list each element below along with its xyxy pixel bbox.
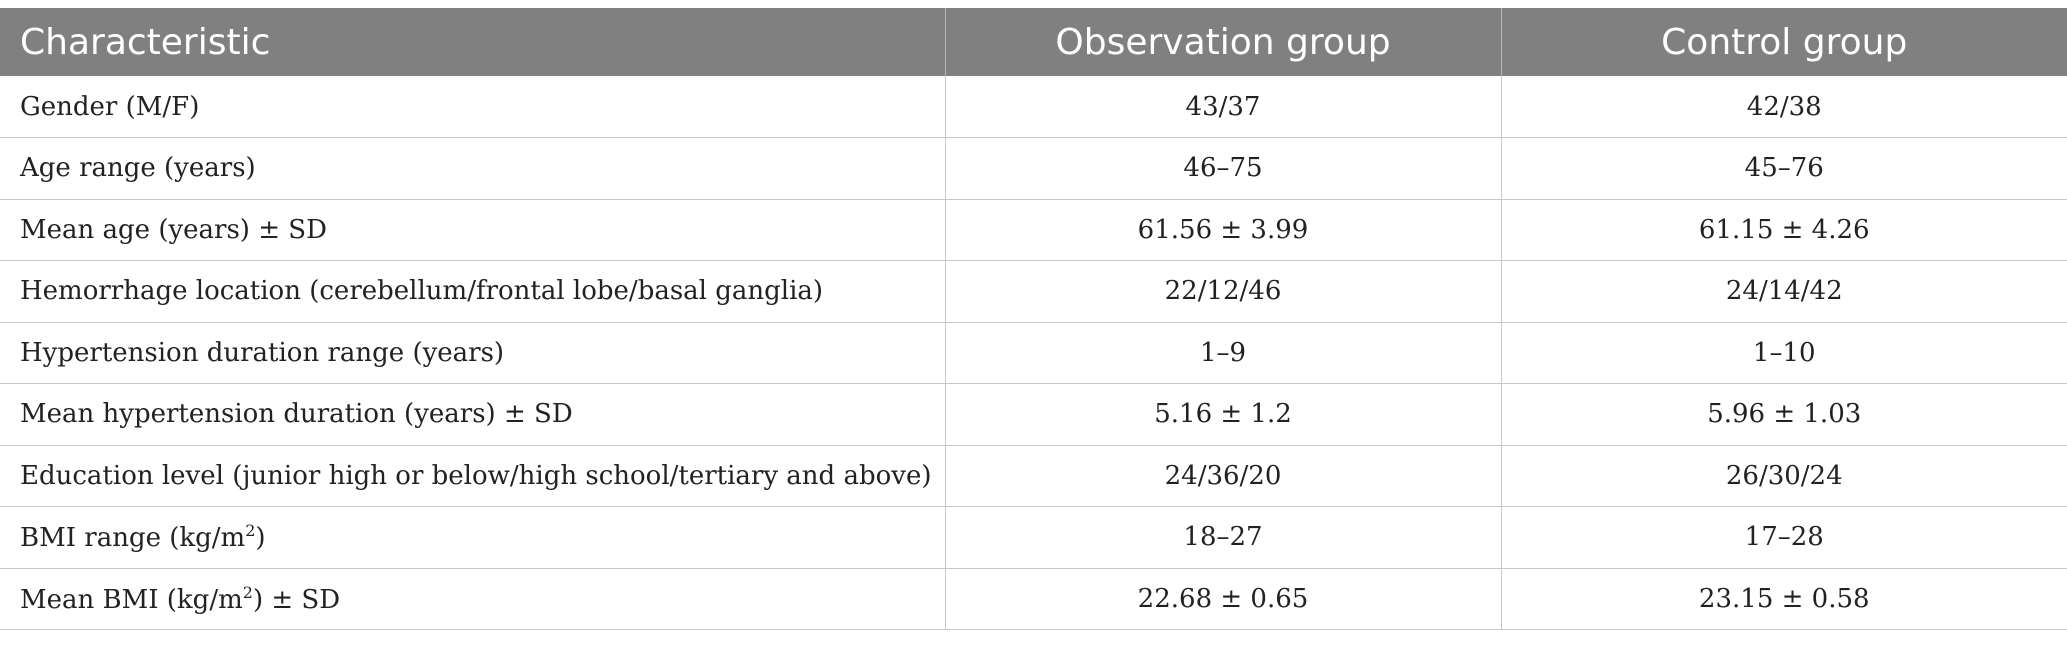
header-row: Characteristic Observation group Control… (0, 8, 2067, 76)
row-label: Education level (junior high or below/hi… (0, 445, 946, 507)
row-label: Hypertension duration range (years) (0, 322, 946, 384)
control-value: 61.15 ± 4.26 (1501, 199, 2067, 261)
header-characteristic: Characteristic (0, 8, 946, 76)
header-observation-group: Observation group (945, 8, 1502, 76)
observation-value: 5.16 ± 1.2 (945, 383, 1502, 446)
table-row: Mean hypertension duration (years) ± SD … (0, 383, 2067, 446)
observation-value: 61.56 ± 3.99 (945, 199, 1502, 261)
observation-value: 22.68 ± 0.65 (945, 568, 1502, 630)
table-row: Mean BMI (kg/m2) ± SD 22.68 ± 0.65 23.15… (0, 568, 2067, 630)
observation-value: 43/37 (945, 76, 1502, 138)
row-label-text-end: ) ± SD (252, 584, 341, 615)
table-row: Hypertension duration range (years) 1–9 … (0, 322, 2067, 384)
observation-value: 1–9 (945, 322, 1502, 384)
control-value: 23.15 ± 0.58 (1501, 568, 2067, 630)
table-body: Gender (M/F) 43/37 42/38 Age range (year… (0, 76, 2067, 630)
table-row: Education level (junior high or below/hi… (0, 445, 2067, 507)
row-label: BMI range (kg/m2) (0, 506, 946, 569)
observation-value: 22/12/46 (945, 260, 1502, 323)
control-value: 1–10 (1501, 322, 2067, 384)
characteristics-table: Characteristic Observation group Control… (0, 8, 2067, 630)
table-header: Characteristic Observation group Control… (0, 8, 2067, 76)
row-label: Hemorrhage location (cerebellum/frontal … (0, 260, 946, 323)
control-value: 17–28 (1501, 506, 2067, 569)
table-row: BMI range (kg/m2) 18–27 17–28 (0, 506, 2067, 569)
observation-value: 46–75 (945, 137, 1502, 200)
table-row: Hemorrhage location (cerebellum/frontal … (0, 260, 2067, 323)
row-label: Mean BMI (kg/m2) ± SD (0, 568, 946, 630)
row-label-text-end: ) (255, 523, 266, 554)
row-label-text: BMI range (kg/m (20, 523, 246, 554)
row-label: Age range (years) (0, 137, 946, 200)
control-value: 5.96 ± 1.03 (1501, 383, 2067, 446)
control-value: 45–76 (1501, 137, 2067, 200)
table-row: Age range (years) 46–75 45–76 (0, 137, 2067, 200)
control-value: 26/30/24 (1501, 445, 2067, 507)
table-row: Mean age (years) ± SD 61.56 ± 3.99 61.15… (0, 199, 2067, 261)
row-label: Mean hypertension duration (years) ± SD (0, 383, 946, 446)
row-label-text: Mean BMI (kg/m (20, 584, 243, 615)
control-value: 24/14/42 (1501, 260, 2067, 323)
control-value: 42/38 (1501, 76, 2067, 138)
header-control-group: Control group (1501, 8, 2067, 76)
table-row: Gender (M/F) 43/37 42/38 (0, 76, 2067, 138)
superscript: 2 (242, 582, 253, 602)
superscript: 2 (245, 521, 256, 541)
row-label: Gender (M/F) (0, 76, 946, 138)
row-label: Mean age (years) ± SD (0, 199, 946, 261)
data-table-container: Characteristic Observation group Control… (0, 8, 2067, 630)
observation-value: 24/36/20 (945, 445, 1502, 507)
observation-value: 18–27 (945, 506, 1502, 569)
